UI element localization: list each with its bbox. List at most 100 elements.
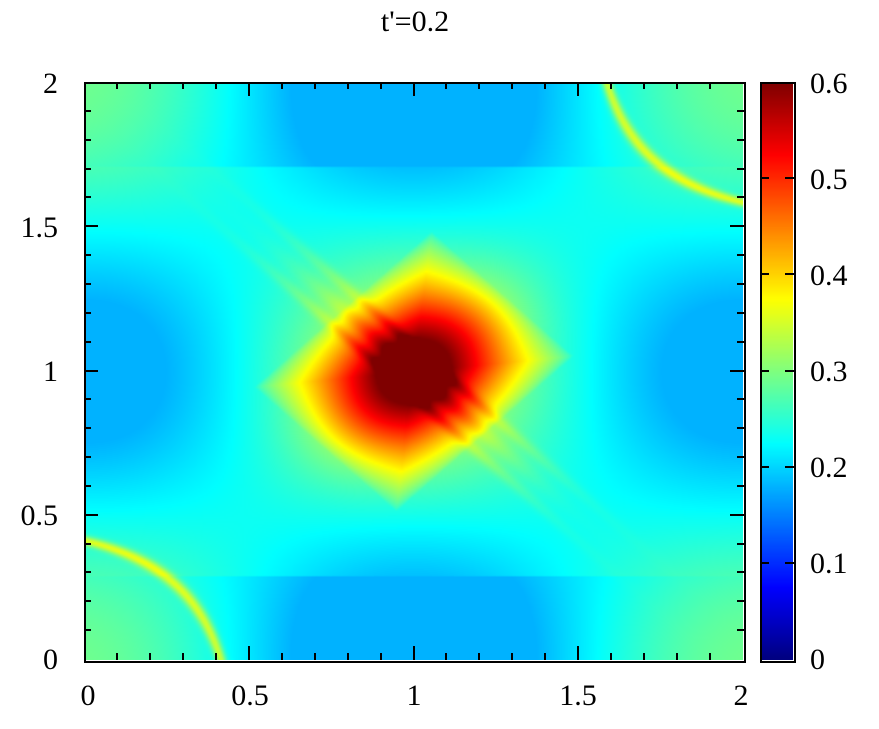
y-tick-mark — [84, 514, 98, 516]
y-tick-mark — [84, 485, 91, 487]
x-tick-mark — [182, 653, 184, 660]
x-tick-mark — [314, 653, 316, 660]
colorbar-tick-label: 0.4 — [810, 259, 848, 292]
colorbar-tick-mark-right — [785, 562, 794, 564]
colorbar-tick-label: 0 — [810, 643, 825, 676]
x-tick-mark — [413, 646, 415, 660]
y-tick-label: 2 — [43, 67, 58, 100]
y-tick-mark-right — [737, 341, 744, 343]
colorbar-tick-mark-right — [785, 370, 794, 372]
y-tick-mark — [84, 110, 91, 112]
y-tick-mark-right — [737, 312, 744, 314]
colorbar-tick-label: 0.2 — [810, 451, 848, 484]
colorbar-tick-mark-right — [785, 273, 794, 275]
y-tick-mark — [84, 571, 91, 573]
x-tick-mark — [511, 653, 513, 660]
x-tick-mark — [347, 653, 349, 660]
x-tick-mark-top — [413, 82, 415, 96]
y-tick-mark-right — [737, 168, 744, 170]
colorbar-tick-mark — [760, 370, 769, 372]
y-tick-mark — [84, 543, 91, 545]
y-tick-mark-right — [737, 485, 744, 487]
x-tick-label: 0 — [80, 679, 96, 712]
y-tick-mark-right — [737, 427, 744, 429]
x-tick-mark-top — [182, 82, 184, 89]
x-tick-mark-top — [248, 82, 250, 96]
y-tick-mark-right — [737, 398, 744, 400]
x-tick-label: 2 — [733, 679, 749, 712]
x-tick-mark — [445, 653, 447, 660]
x-tick-label: 1.5 — [559, 679, 597, 712]
x-tick-mark — [643, 653, 645, 660]
y-tick-label: 0.5 — [20, 499, 59, 532]
y-tick-mark-right — [737, 196, 744, 198]
x-tick-mark — [610, 653, 612, 660]
heatmap-plot-area — [85, 83, 743, 660]
y-tick-label: 0 — [43, 643, 58, 676]
y-tick-mark-right — [737, 629, 744, 631]
y-tick-mark-right — [737, 139, 744, 141]
x-tick-mark-top — [116, 82, 118, 89]
y-tick-mark-right — [737, 571, 744, 573]
x-tick-mark-top — [577, 82, 579, 96]
x-tick-mark — [215, 653, 217, 660]
y-tick-mark-right — [737, 110, 744, 112]
x-tick-mark — [380, 653, 382, 660]
x-tick-mark-top — [215, 82, 217, 89]
x-tick-mark-top — [281, 82, 283, 89]
y-tick-mark — [84, 139, 91, 141]
y-tick-mark-right — [730, 225, 744, 227]
x-tick-mark-top — [643, 82, 645, 89]
colorbar-tick-label: 0.3 — [810, 355, 848, 388]
colorbar-tick-label: 0.5 — [810, 163, 848, 196]
y-tick-mark — [84, 225, 98, 227]
x-tick-mark — [149, 653, 151, 660]
y-tick-mark-right — [730, 514, 744, 516]
x-tick-mark-top — [709, 82, 711, 89]
x-tick-mark-top — [380, 82, 382, 89]
x-tick-mark-top — [149, 82, 151, 89]
y-tick-mark — [84, 600, 91, 602]
x-tick-mark — [709, 653, 711, 660]
y-tick-mark — [84, 370, 98, 372]
colorbar-tick-mark — [760, 177, 769, 179]
y-tick-mark-right — [737, 283, 744, 285]
x-tick-mark-top — [676, 82, 678, 89]
colorbar-tick-label: 0.1 — [810, 547, 848, 580]
colorbar-tick-mark — [760, 273, 769, 275]
y-tick-mark-right — [737, 456, 744, 458]
x-tick-mark — [676, 653, 678, 660]
x-tick-mark-top — [544, 82, 546, 89]
x-tick-mark-top — [478, 82, 480, 89]
x-tick-mark — [544, 653, 546, 660]
x-tick-label: 1 — [406, 679, 422, 712]
y-tick-mark — [84, 283, 91, 285]
y-tick-mark-right — [730, 370, 744, 372]
chart-title: t'=0.2 — [380, 5, 450, 38]
heatmap-canvas — [85, 83, 743, 660]
colorbar-tick-mark-right — [785, 177, 794, 179]
y-tick-mark — [84, 427, 91, 429]
x-tick-mark-top — [347, 82, 349, 89]
y-tick-mark — [84, 168, 91, 170]
y-tick-mark — [84, 312, 91, 314]
y-tick-mark-right — [737, 254, 744, 256]
colorbar-tick-mark-right — [785, 466, 794, 468]
y-tick-label: 1 — [43, 355, 58, 388]
x-tick-mark — [281, 653, 283, 660]
colorbar-tick-label: 0.6 — [810, 67, 848, 100]
y-tick-label: 1.5 — [20, 211, 59, 244]
x-tick-mark-top — [445, 82, 447, 89]
colorbar-tick-mark — [760, 466, 769, 468]
y-tick-mark-right — [737, 600, 744, 602]
x-tick-mark — [116, 653, 118, 660]
y-tick-mark — [84, 341, 91, 343]
y-tick-mark — [84, 456, 91, 458]
x-tick-mark — [478, 653, 480, 660]
y-tick-mark — [84, 254, 91, 256]
y-tick-mark — [84, 629, 91, 631]
y-tick-mark — [84, 398, 91, 400]
y-tick-mark-right — [737, 543, 744, 545]
x-tick-mark — [248, 646, 250, 660]
x-tick-mark-top — [314, 82, 316, 89]
